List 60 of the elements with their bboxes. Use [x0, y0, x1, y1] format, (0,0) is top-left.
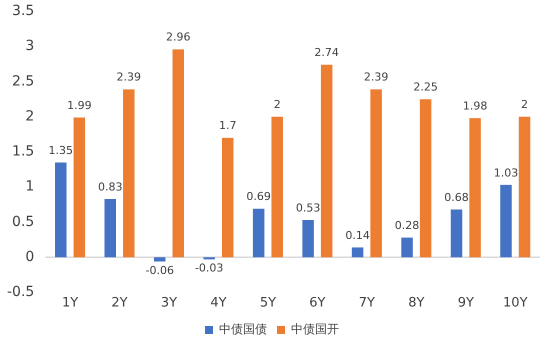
- x-tick-label: 7Y: [358, 296, 376, 311]
- bar: [154, 257, 166, 262]
- data-label: -0.03: [194, 262, 224, 275]
- bar: [518, 116, 530, 258]
- bar: [450, 210, 462, 258]
- bar: [320, 64, 332, 258]
- data-label: 0.53: [296, 201, 320, 214]
- data-label: 0.14: [345, 228, 370, 242]
- bar: [222, 138, 234, 258]
- x-tick-label: 10Y: [503, 296, 528, 311]
- bar: [401, 238, 413, 258]
- data-label: 1.7: [218, 119, 236, 132]
- y-tick-label: 0: [25, 248, 34, 265]
- x-tick-label: 3Y: [160, 296, 178, 311]
- data-label: 2.39: [364, 70, 388, 84]
- y-tick-label: 0.5: [12, 214, 34, 230]
- data-label: 0.83: [98, 180, 122, 194]
- data-label: 1.98: [462, 100, 488, 113]
- y-tick-label: 1: [25, 178, 34, 195]
- bar: [500, 184, 512, 258]
- x-tick-label: 4Y: [210, 296, 227, 311]
- bar: [123, 89, 135, 258]
- y-tick-label: 3.5: [12, 3, 34, 20]
- data-label: 1.99: [67, 98, 92, 112]
- x-tick-label: 1Y: [62, 296, 78, 311]
- x-tick-label: 2Y: [111, 296, 128, 311]
- y-tick-label: 3: [25, 38, 34, 54]
- bar: [469, 118, 481, 258]
- data-label: 2.74: [314, 46, 339, 60]
- data-label: 2: [521, 98, 528, 112]
- data-label: 2.25: [413, 80, 438, 94]
- x-tick-label: 8Y: [408, 296, 424, 311]
- bar: [104, 198, 116, 258]
- x-tick-label: 9Y: [458, 296, 474, 311]
- data-label: 2.96: [166, 30, 191, 44]
- bar: [252, 208, 264, 258]
- x-tick-label: 5Y: [260, 296, 276, 311]
- bar: [302, 220, 314, 258]
- legend-label: 中债国债: [219, 322, 267, 336]
- bar: [74, 117, 86, 258]
- y-tick-label: 2.5: [12, 73, 34, 90]
- data-label: 0.69: [246, 190, 271, 204]
- x-tick-label: 6Y: [309, 296, 326, 311]
- data-label: 1.03: [494, 166, 518, 180]
- data-label: 0.28: [394, 218, 420, 232]
- data-label: 0.68: [444, 190, 469, 204]
- data-label: 2: [274, 98, 281, 112]
- data-label: -0.06: [145, 264, 174, 277]
- y-tick-label: 2: [25, 108, 34, 124]
- legend-label: 中债国开: [291, 322, 339, 336]
- bar: [370, 89, 382, 258]
- bar: [352, 247, 364, 258]
- y-tick-label: -0.5: [6, 284, 34, 300]
- data-label: 2.39: [116, 70, 142, 84]
- bar: [271, 116, 283, 258]
- bar: [55, 162, 67, 258]
- y-tick-label: 1.5: [12, 144, 34, 160]
- data-label: 1.35: [48, 144, 74, 157]
- bar: [172, 49, 184, 258]
- bar: [420, 99, 432, 258]
